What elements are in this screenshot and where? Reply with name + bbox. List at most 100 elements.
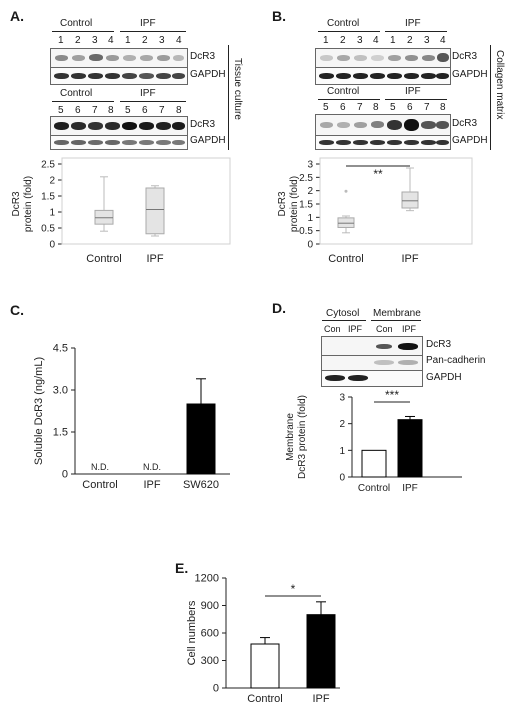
chart-e-bar	[250, 643, 280, 689]
blot-b-lane: 5	[390, 102, 396, 113]
chart-e-category-label: IPF	[312, 693, 329, 705]
chart-b-outlier	[344, 189, 348, 193]
chart-a-y-tick-label: 2	[49, 176, 55, 187]
chart-e-y-tick-label: 1200	[195, 573, 219, 585]
blot-a-lane: 1	[58, 35, 64, 46]
chart-c-y-label: Soluble DcR3 (ng/mL)	[33, 357, 45, 465]
chart-a-y-tick-label: 0	[49, 240, 55, 251]
chart-e-y-tick-label: 300	[201, 655, 219, 667]
chart-b-y-tick-label: 2	[307, 186, 313, 197]
chart-c-bar	[186, 403, 216, 475]
blot-a-gapdh-strip-1	[50, 67, 188, 85]
chart-c-y-tick-label: 4.5	[53, 343, 68, 355]
panel-letter-c: C.	[10, 302, 24, 318]
chart-d-category-label: Control	[358, 483, 390, 494]
chart-c-y-tick-label: 3.0	[53, 385, 68, 397]
chart-d-bar	[397, 419, 423, 478]
blot-a-lane: 5	[58, 105, 64, 116]
blot-a-control-label: Control	[60, 18, 93, 29]
blot-a-control-label-2: Control	[60, 88, 93, 99]
chart-b-significance-mark: **	[373, 167, 383, 181]
panel-letter-b: B.	[272, 8, 286, 24]
blot-b-lane: 7	[357, 102, 363, 113]
chart-c-bar-label: N.D.	[143, 462, 161, 472]
blot-b-lane: 8	[440, 102, 446, 113]
chart-c-y-tick-label: 0	[62, 469, 68, 481]
blot-a-gapdh-label-1: GAPDH	[190, 69, 226, 80]
blot-b-control-label: Control	[327, 18, 360, 29]
chart-e-significance-mark: *	[291, 582, 296, 596]
blot-a-dcr3-strip-1	[50, 48, 188, 68]
chart-b-y-label: DcR3protein (fold)	[277, 176, 300, 232]
chart-d-y-tick-label: 1	[339, 446, 345, 457]
chart-b-box	[401, 191, 419, 209]
blot-a-ipf-label-2: IPF	[140, 88, 156, 99]
chart-b-y-tick-label: 0.5	[299, 226, 313, 237]
blot-b-lane: 6	[340, 102, 346, 113]
blot-a-lane: 5	[125, 105, 131, 116]
chart-b-y-tick-label: 0	[307, 240, 313, 251]
blot-a-dcr3-label-1: DcR3	[190, 51, 216, 62]
chart-c-category-label: IPF	[143, 479, 160, 491]
blot-d-lane: Con	[376, 324, 393, 334]
blot-a-side-label: Tissue culture	[232, 58, 243, 120]
chart-a-box	[145, 187, 165, 235]
blot-a-gapdh-strip-2	[50, 135, 188, 150]
chart-b-plot-frame	[319, 157, 473, 245]
chart-b-y-tick-label: 1	[307, 213, 313, 224]
chart-c-bar-label: N.D.	[91, 462, 109, 472]
blot-a-lane: 8	[176, 105, 182, 116]
blot-a-lane: 3	[159, 35, 165, 46]
blot-d-gapdh-strip	[321, 370, 423, 387]
blot-a-lane: 4	[108, 35, 114, 46]
blot-b-side-label: Collagen matrix	[494, 50, 505, 120]
blot-b-dcr3-strip-2	[315, 114, 451, 136]
blot-b-lane: 4	[440, 35, 446, 46]
blot-b-dcr3-label-1: DcR3	[452, 51, 478, 62]
chart-d-y-label: MembraneDcR3 protein (fold)	[285, 395, 308, 479]
chart-e-y-label: Cell numbers	[186, 600, 198, 665]
blot-a-lane: 7	[159, 105, 165, 116]
blot-d-dcr3-label: DcR3	[426, 339, 452, 350]
blot-a-dcr3-strip-2	[50, 116, 188, 136]
chart-a-y-tick-label: 1	[49, 208, 55, 219]
blot-b-lane: 7	[424, 102, 430, 113]
chart-c-category-label: Control	[82, 479, 117, 491]
chart-d-significance-mark: ***	[385, 388, 399, 402]
chart-d-bar-chart: 0 1 2 3 MembraneDcR3 protein (fold) Control IP…	[285, 388, 462, 494]
chart-d-category-label: IPF	[402, 483, 418, 494]
blot-a-lane: 6	[75, 105, 81, 116]
panel-letter-e: E.	[175, 560, 189, 576]
chart-d-bar	[361, 449, 387, 478]
chart-b-y-tick-label: 2.5	[299, 173, 313, 184]
chart-a-category-label: IPF	[146, 253, 163, 265]
chart-a-plot-frame	[61, 157, 231, 245]
blot-a-lane: 2	[75, 35, 81, 46]
blot-b-lane: 4	[373, 35, 379, 46]
chart-c-bar-chart: 0 1.5 3.0 4.5 Soluble DcR3 (ng/mL) N.D. Contro…	[33, 343, 230, 491]
chart-b-category-label: IPF	[401, 253, 418, 265]
chart-b-category-label: Control	[328, 253, 363, 265]
panel-letter-d: D.	[272, 300, 286, 316]
blot-d-gapdh-label: GAPDH	[426, 372, 462, 383]
blot-a-dcr3-label-2: DcR3	[190, 119, 216, 130]
chart-d-y-tick-label: 3	[339, 393, 345, 404]
panel-letter-a: A.	[10, 8, 24, 24]
chart-a-y-label: DcR3protein (fold)	[11, 176, 34, 232]
chart-b-y-tick-label: 1.5	[299, 200, 313, 211]
chart-e-y-tick-label: 900	[201, 600, 219, 612]
chart-e-category-label: Control	[247, 693, 282, 705]
blot-b-lane: 3	[357, 35, 363, 46]
chart-b-box	[337, 217, 355, 228]
blot-d-pancadherin-label: Pan-cadherin	[426, 355, 486, 366]
blot-b-gapdh-strip-1	[315, 67, 451, 85]
blot-d-dcr3-strip	[321, 336, 423, 356]
blot-a-lane: 1	[125, 35, 131, 46]
chart-e-y-tick-label: 600	[201, 628, 219, 640]
blot-d-lane: IPF	[402, 324, 417, 334]
chart-a-y-tick-label: 0.5	[41, 224, 55, 235]
blot-d-lane: Con	[324, 324, 341, 334]
blot-d-cytosol-label: Cytosol	[326, 308, 360, 319]
blot-b-gapdh-label-1: GAPDH	[452, 69, 488, 80]
blot-a-lane: 2	[142, 35, 148, 46]
